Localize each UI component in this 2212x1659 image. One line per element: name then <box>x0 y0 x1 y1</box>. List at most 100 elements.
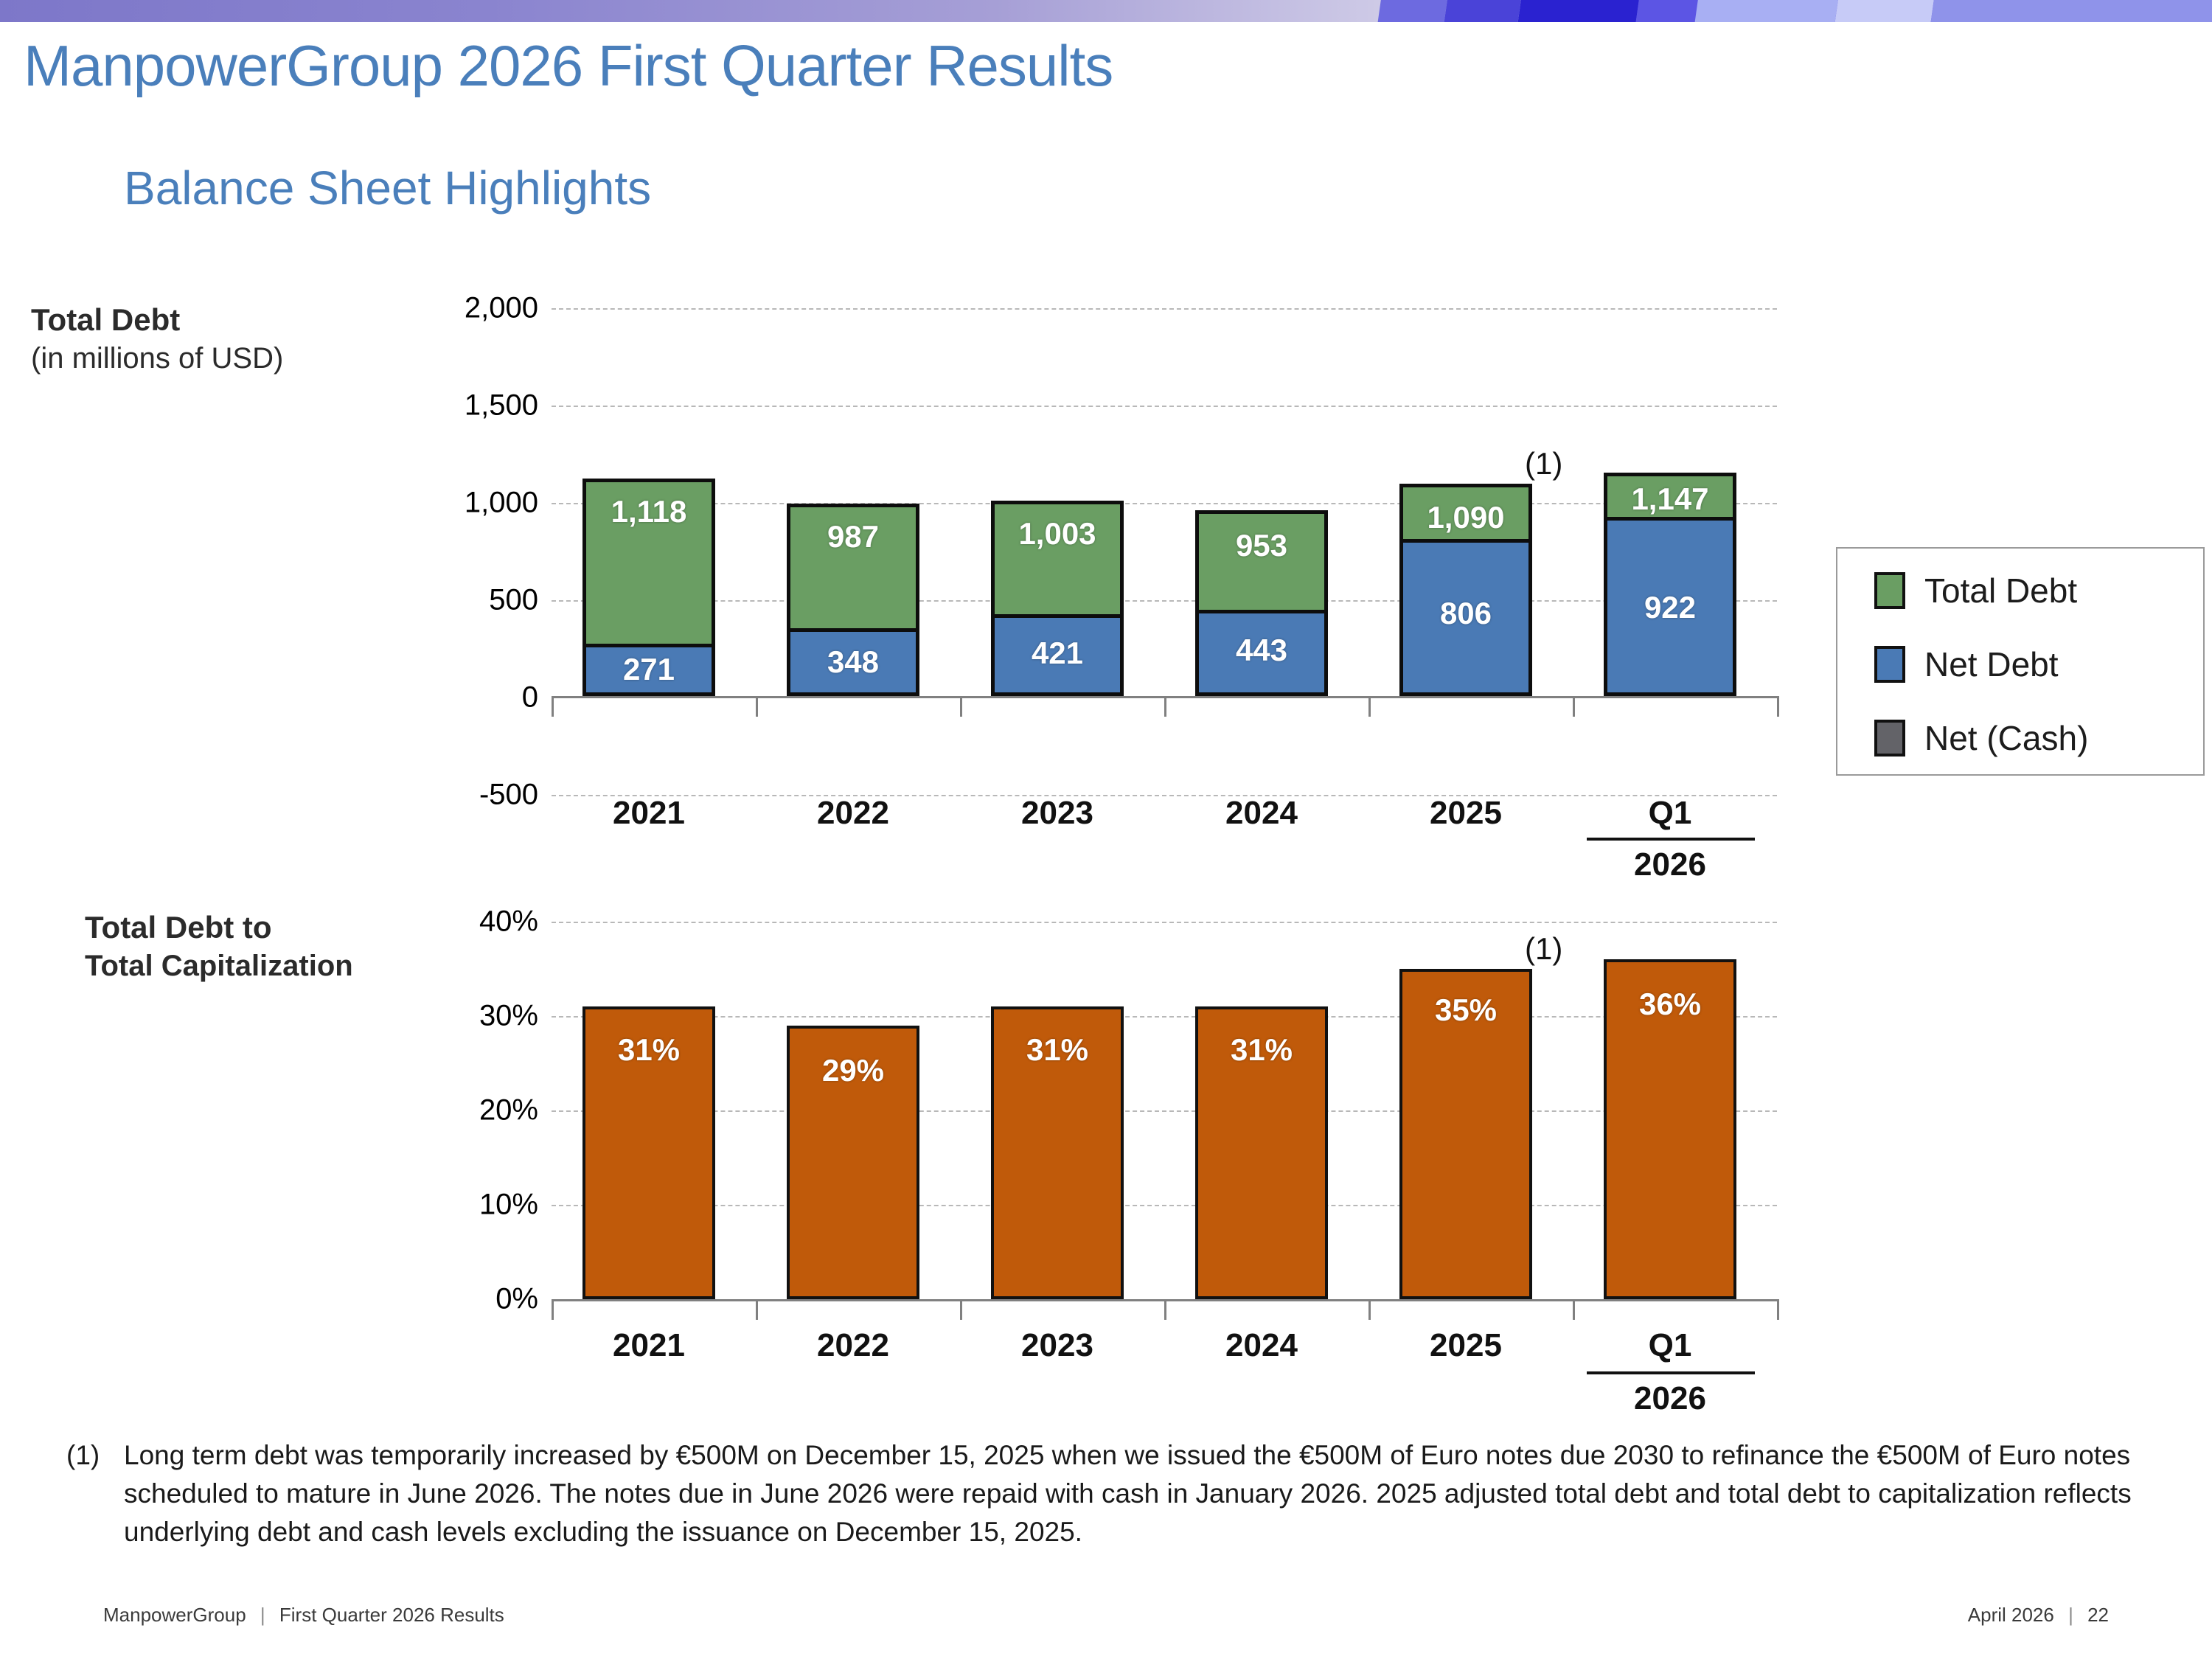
debt-to-cap-caption-line2: Total Capitalization <box>85 950 353 982</box>
bar-label-total-debt-2024: 953 <box>1235 528 1288 563</box>
x2-label-2023: 2023 <box>1021 1327 1093 1363</box>
footer-report: First Quarter 2026 Results <box>279 1604 504 1626</box>
x2-tick-7 <box>1777 1299 1779 1320</box>
debt-to-cap-axis-caption: Total Debt to Total Capitalization <box>85 908 353 985</box>
bar-label-total-debt-2021: 1,118 <box>611 494 687 529</box>
legend-label-net-debt: Net Debt <box>1924 645 2059 684</box>
footnote-marker-chart2: (1) <box>1525 931 1563 966</box>
x-label-2024: 2024 <box>1225 795 1298 831</box>
bar-debt-to-cap-2025 <box>1399 969 1532 1299</box>
bar-label-net-debt-2021: 271 <box>622 652 675 686</box>
bar-debt-to-cap-2021 <box>582 1006 715 1299</box>
bar-label-debt-to-cap-q1-2026: 36% <box>1638 987 1702 1021</box>
y-tick-0: 0 <box>521 681 538 714</box>
x2-tick-6 <box>1573 1299 1575 1320</box>
bar-label-total-debt-2025: 1,090 <box>1427 500 1505 535</box>
x2-tick-3 <box>960 1299 962 1320</box>
bar-label-net-debt-2025: 806 <box>1439 596 1492 630</box>
bar-label-total-debt-2022: 987 <box>827 519 880 554</box>
bar-net-debt-2021 <box>582 644 715 696</box>
bar-debt-to-cap-2023 <box>991 1006 1124 1299</box>
x-label-q1-year: 2026 <box>1634 846 1706 883</box>
y-tick-neg500: -500 <box>479 778 538 811</box>
bar-net-debt-q1-2026 <box>1604 517 1736 696</box>
gridline-1500 <box>552 406 1777 407</box>
x-tick-6 <box>1573 696 1575 717</box>
total-debt-caption-line1: Total Debt <box>31 302 181 337</box>
gridline-1000 <box>552 503 1777 504</box>
total-debt-caption-line2: (in millions of USD) <box>31 342 284 375</box>
legend-item-net-debt[interactable]: Net Debt <box>1874 644 2059 684</box>
gridline-500 <box>552 600 1777 602</box>
bar-net-debt-2024 <box>1195 610 1328 696</box>
x-label-2025: 2025 <box>1430 795 1502 831</box>
x-tick-7 <box>1777 696 1779 717</box>
footer-divider-left: | <box>260 1604 265 1626</box>
x2-label-q1: Q1 <box>1648 1327 1692 1363</box>
y-tick-1000: 1,000 <box>464 486 538 519</box>
x2-label-2021: 2021 <box>613 1327 685 1363</box>
bar-label-net-debt-2022: 348 <box>827 644 880 679</box>
y2-tick-30: 30% <box>479 999 538 1032</box>
x-tick-1 <box>552 696 554 717</box>
total-debt-axis-caption: Total Debt (in millions of USD) <box>31 301 283 378</box>
gridline-neg500 <box>552 795 1777 796</box>
x2-label-2025: 2025 <box>1430 1327 1502 1363</box>
y-tick-2000: 2,000 <box>464 291 538 324</box>
gridline2-10 <box>552 1205 1777 1206</box>
footnote-marker-chart1: (1) <box>1525 446 1563 481</box>
total-debt-chart: Total Debt (in millions of USD) 2,000 1,… <box>31 291 1779 883</box>
footer-company: ManpowerGroup <box>103 1604 246 1626</box>
debt-to-cap-caption-line1: Total Debt to <box>85 910 272 945</box>
gridline2-30 <box>552 1016 1777 1018</box>
slide-title: ManpowerGroup 2026 First Quarter Results <box>24 33 1113 98</box>
bar-label-net-debt-2023: 421 <box>1031 636 1084 670</box>
x2-label-q1-underline <box>1587 1371 1755 1374</box>
x-label-q1-underline <box>1587 838 1755 841</box>
legend-item-total-debt[interactable]: Total Debt <box>1874 571 2077 611</box>
x-tick-2 <box>756 696 758 717</box>
footer-right: April 2026 | 22 <box>1968 1604 2109 1627</box>
bar-label-debt-to-cap-2025: 35% <box>1434 992 1498 1027</box>
bar-label-debt-to-cap-2024: 31% <box>1230 1032 1293 1067</box>
gridline-2000 <box>552 308 1777 310</box>
footnote-text: Long term debt was temporarily increased… <box>124 1440 2132 1547</box>
x2-tick-1 <box>552 1299 554 1320</box>
x2-label-2024: 2024 <box>1225 1327 1298 1363</box>
bar-debt-to-cap-q1-2026 <box>1604 959 1736 1299</box>
legend-swatch-net-debt <box>1874 646 1905 683</box>
y2-tick-20: 20% <box>479 1093 538 1127</box>
x-tick-3 <box>960 696 962 717</box>
bar-net-debt-2025 <box>1399 539 1532 696</box>
decorative-banner <box>0 0 2212 22</box>
legend-item-net-cash[interactable]: Net (Cash) <box>1874 718 2088 758</box>
legend-swatch-total-debt <box>1874 572 1905 609</box>
bar-label-debt-to-cap-2021: 31% <box>617 1032 681 1067</box>
bar-label-debt-to-cap-2022: 29% <box>821 1053 885 1088</box>
gridline2-40 <box>552 922 1777 923</box>
footnote-number: (1) <box>66 1440 100 1470</box>
bar-label-debt-to-cap-2023: 31% <box>1026 1032 1089 1067</box>
y2-tick-0: 0% <box>495 1282 538 1315</box>
bar-label-total-debt-q1-2026: 1,147 <box>1631 481 1709 516</box>
x2-tick-5 <box>1368 1299 1371 1320</box>
x-tick-4 <box>1164 696 1166 717</box>
y2-tick-40: 40% <box>479 905 538 938</box>
footer-page-number: 22 <box>2087 1604 2109 1626</box>
bar-debt-to-cap-2024 <box>1195 1006 1328 1299</box>
y-tick-500: 500 <box>489 583 538 616</box>
x-label-2021: 2021 <box>613 795 685 831</box>
y2-tick-10: 10% <box>479 1188 538 1221</box>
bar-label-net-debt-q1-2026: 922 <box>1644 590 1697 625</box>
bar-label-net-debt-2024: 443 <box>1235 633 1288 667</box>
footer-date: April 2026 <box>1967 1604 2054 1626</box>
y-tick-1500: 1,500 <box>464 389 538 422</box>
footer-left: ManpowerGroup | First Quarter 2026 Resul… <box>103 1604 504 1627</box>
x-tick-5 <box>1368 696 1371 717</box>
slide-subtitle: Balance Sheet Highlights <box>124 161 652 215</box>
bar-net-debt-2022 <box>787 628 919 696</box>
legend-label-net-cash: Net (Cash) <box>1924 719 2089 757</box>
x2-label-2022: 2022 <box>817 1327 889 1363</box>
legend-label-total-debt: Total Debt <box>1924 571 2078 610</box>
